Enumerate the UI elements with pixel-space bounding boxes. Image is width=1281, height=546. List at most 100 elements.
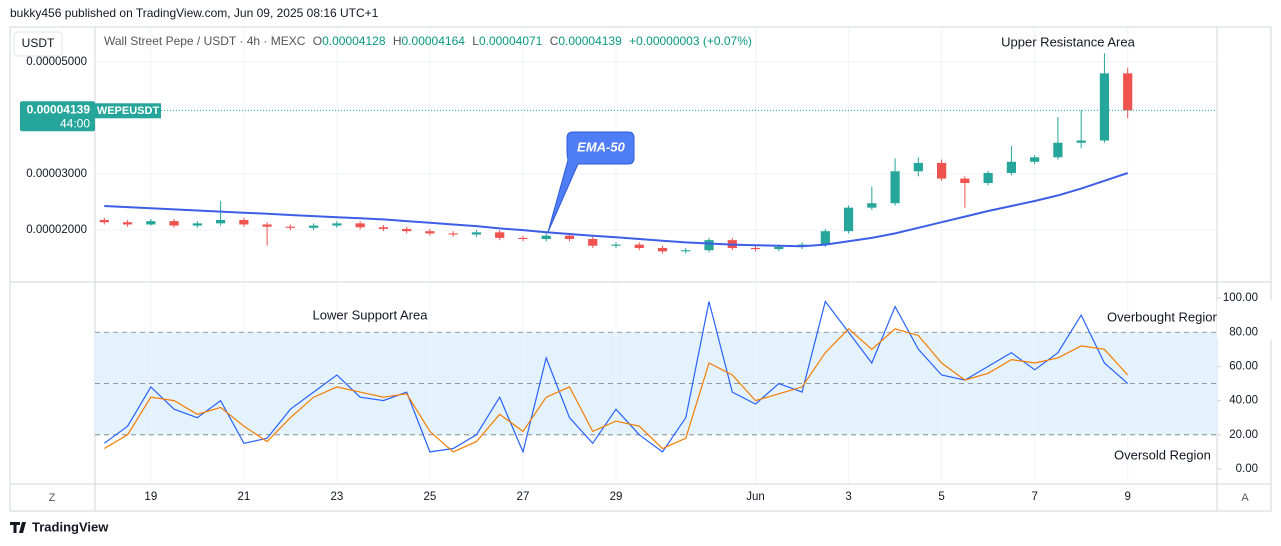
price-label: 0.00004139	[27, 102, 91, 116]
published-note: bukky456 published on TradingView.com, J…	[10, 6, 379, 20]
y-tick-label: 0.00002000	[26, 224, 87, 236]
close-value: 0.00004139	[558, 34, 622, 48]
high-value: 0.00004164	[402, 34, 466, 48]
candle-body	[239, 219, 249, 225]
x-tick-label: 21	[237, 491, 250, 503]
candle-body	[960, 178, 970, 184]
x-tick-label: 23	[330, 491, 343, 503]
y-tick-label: 0.00	[1236, 463, 1258, 475]
candle-body	[471, 232, 482, 235]
candle-body	[913, 162, 923, 172]
candle-body	[355, 223, 365, 228]
x-tick-label: 3	[845, 491, 851, 503]
candle-body	[541, 235, 551, 240]
ema-line	[104, 172, 1129, 248]
candle-body	[122, 222, 133, 225]
candle-body	[937, 162, 947, 179]
candle-body	[657, 247, 668, 252]
candle-body	[425, 231, 435, 234]
candle-body	[1030, 157, 1040, 162]
candle-body	[1053, 142, 1063, 158]
candle-body	[564, 235, 575, 240]
candle-body	[402, 228, 412, 232]
symbol-legend: Wall Street Pepe / USDT · 4h · MEXC O0.0…	[104, 34, 752, 48]
change-value: +0.00000003 (+0.07%)	[629, 34, 752, 48]
close-label: C	[550, 34, 559, 48]
x-tick-label: 27	[517, 491, 530, 503]
high-label: H	[393, 34, 402, 48]
x-tick-label: 7	[1031, 491, 1037, 503]
low-value: 0.00004071	[479, 34, 543, 48]
x-tick-label: 25	[424, 491, 437, 503]
x-tick-label: 29	[610, 491, 623, 503]
candle-body	[448, 233, 458, 235]
x-tick-label: Jun	[746, 491, 765, 503]
price-box	[20, 101, 95, 132]
candle-body	[518, 237, 528, 240]
annotation: Oversold Region	[1114, 447, 1211, 462]
candle-body	[1076, 140, 1086, 143]
candle-body	[1006, 161, 1016, 173]
candle-body	[262, 224, 272, 227]
candle-body	[843, 207, 854, 232]
candle-body	[192, 223, 202, 226]
price-tag: 0.00004139 44:00 WEPEUSDT	[20, 101, 161, 132]
mask	[1217, 300, 1281, 340]
x-tick-label: 5	[938, 491, 944, 503]
y-tick-label: 100.00	[1223, 292, 1258, 304]
x-tick-label: 9	[1124, 491, 1130, 503]
low-label: L	[472, 34, 479, 48]
z-label: Z	[49, 492, 56, 504]
candle-body	[611, 244, 621, 246]
candle-body	[983, 172, 993, 184]
candle-body	[774, 246, 784, 250]
candle-body	[309, 225, 319, 228]
currency-label: USDT	[22, 36, 55, 50]
brand-name: TradingView	[32, 519, 109, 534]
candle-body	[588, 239, 598, 246]
annotation: Overbought Region	[1107, 309, 1220, 324]
candle-body	[634, 244, 644, 248]
z-button[interactable]	[42, 487, 62, 507]
frame	[9, 26, 1272, 512]
ema-callout: EMA-50	[547, 131, 635, 233]
candle-body	[1123, 73, 1133, 111]
a-label: A	[1241, 492, 1249, 504]
oscillator-line	[103, 300, 1129, 454]
ticker-box	[95, 103, 161, 119]
candle-body	[890, 171, 900, 204]
annotation: Upper Resistance Area	[1001, 34, 1135, 49]
y-tick-label: 20.00	[1229, 429, 1258, 441]
candle-body	[332, 223, 342, 226]
candle-body	[378, 227, 389, 229]
oscillator-line	[103, 327, 1129, 453]
candle-body	[820, 231, 830, 245]
y-tick-label: 60.00	[1229, 360, 1258, 372]
callout-text: EMA-50	[577, 139, 625, 154]
candle-body	[704, 240, 714, 251]
y-tick-label: 80.00	[1229, 326, 1258, 338]
y-tick-label: 0.00003000	[26, 168, 87, 180]
symbol: Wall Street Pepe / USDT · 4h · MEXC	[104, 34, 306, 48]
annotation: Lower Support Area	[313, 307, 429, 322]
currency-button[interactable]	[13, 31, 63, 57]
candle-body	[681, 250, 691, 252]
candle-body	[99, 219, 109, 223]
x-tick-label: 19	[144, 491, 157, 503]
candle-body	[1099, 73, 1110, 141]
candle-body	[285, 226, 295, 228]
brand-logo	[10, 522, 26, 533]
candle-body	[495, 232, 505, 238]
callout-shape	[547, 131, 635, 233]
y-tick-label: 40.00	[1229, 395, 1258, 407]
plot-area	[95, 28, 1221, 483]
candle-body	[867, 203, 877, 208]
ticker-label: WEPEUSDT	[97, 105, 160, 117]
candle-body	[750, 247, 761, 250]
countdown: 44:00	[60, 116, 90, 130]
candle-body	[169, 221, 179, 226]
candle-body	[215, 219, 226, 224]
y-tick-label: 0.00005000	[26, 56, 87, 68]
